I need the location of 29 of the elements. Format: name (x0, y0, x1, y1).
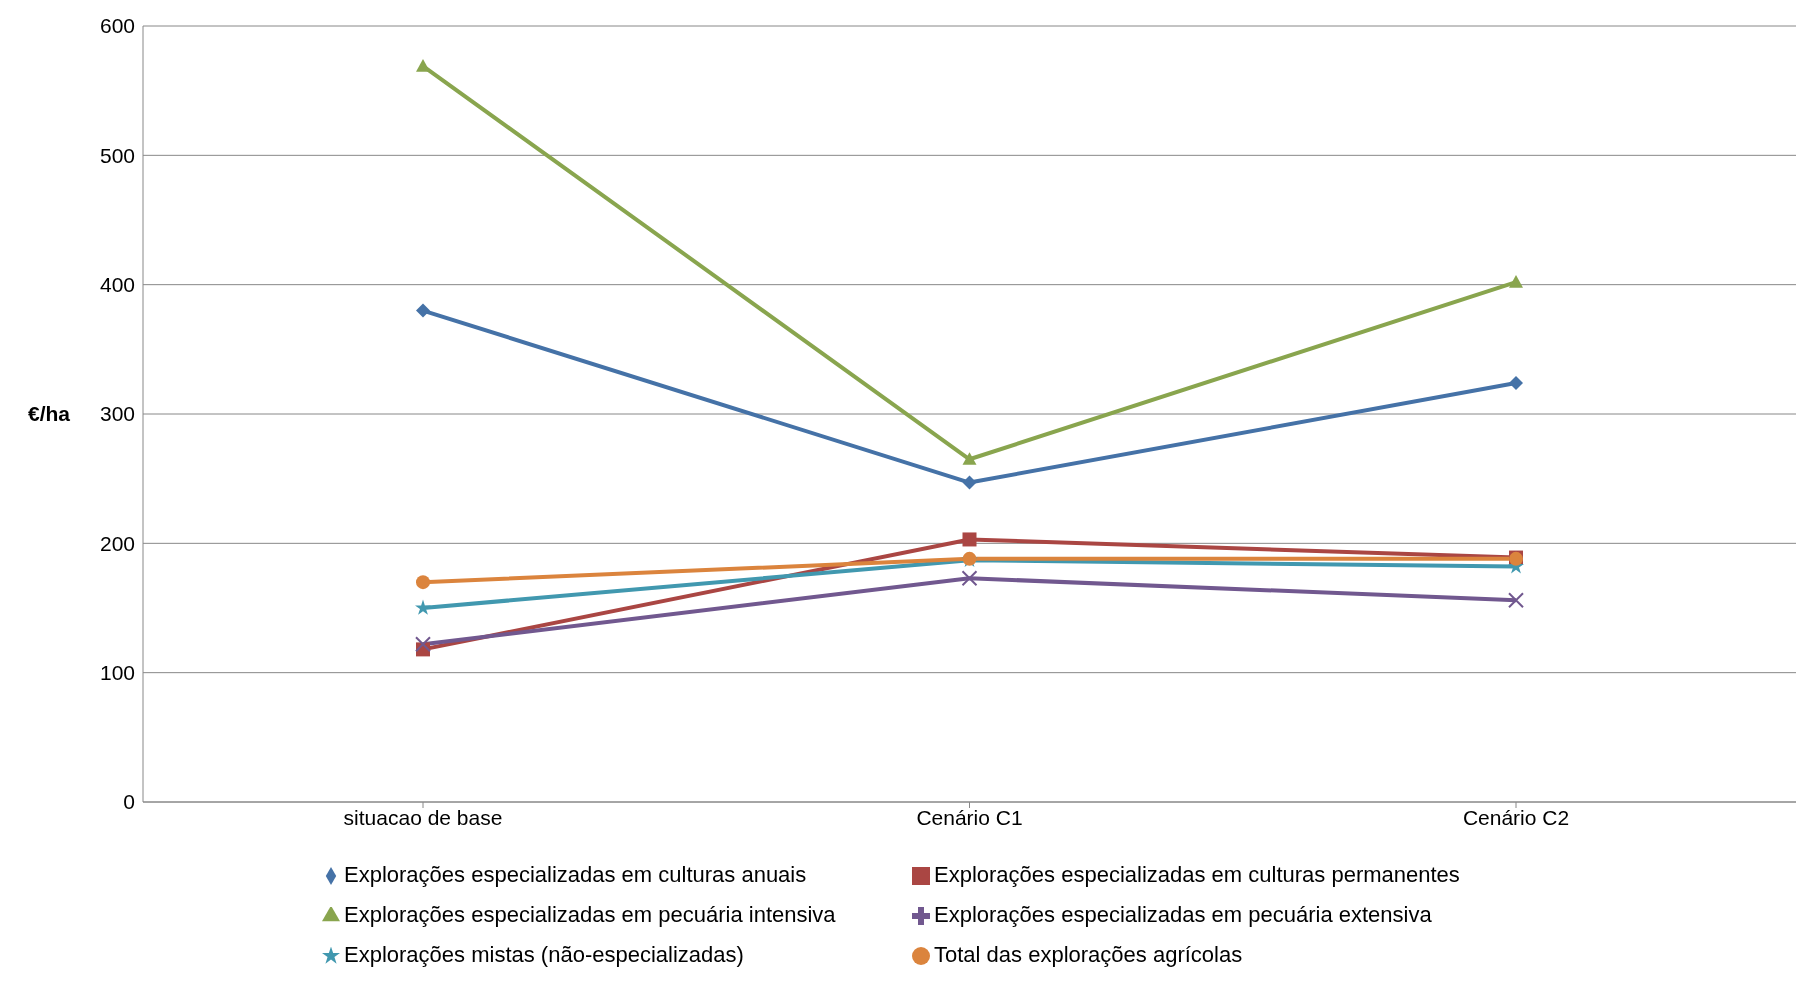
y-tick-label: 200 (99, 531, 135, 555)
point (416, 303, 430, 318)
y-tick-label: 0 (123, 790, 135, 814)
y-axis-title: €/ha (28, 402, 71, 426)
point (962, 475, 977, 490)
legend-label: Total das explorações agrícolas (934, 942, 1243, 967)
point (1509, 275, 1523, 288)
point (415, 636, 431, 653)
point (415, 599, 431, 615)
point (962, 452, 977, 465)
y-tick-label: 600 (99, 14, 135, 38)
point (416, 575, 430, 590)
point (961, 570, 978, 587)
legend-label: Explorações mistas (não-especializadas) (344, 942, 744, 967)
legend-label: Explorações especializadas em pecuária intensiva (344, 902, 836, 927)
x-tick-label: Cenário C2 (1462, 805, 1570, 829)
point (416, 59, 430, 72)
legend-label: Explorações especializadas em pecuária extensiva (934, 902, 1432, 927)
legend-label: Explorações especializadas em culturas permanentes (934, 862, 1460, 887)
x-tick-label: Cenário C1 (916, 805, 1023, 829)
y-tick-label: 400 (99, 273, 135, 297)
point (1508, 592, 1524, 609)
y-tick-label: 300 (99, 402, 135, 426)
y-tick-label: 100 (99, 661, 135, 685)
point (1509, 375, 1523, 390)
x-tick-label: situacao de base (343, 805, 503, 829)
y-tick-label: 500 (99, 143, 135, 167)
point (962, 532, 977, 547)
legend-label: Explorações especializadas em culturas anuais (344, 862, 807, 887)
